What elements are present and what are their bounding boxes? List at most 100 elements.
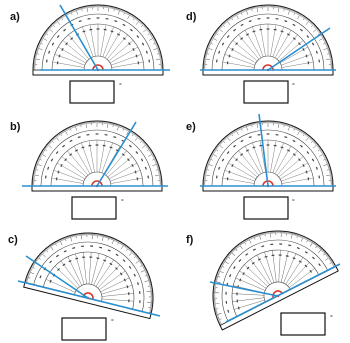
degree-tick (301, 235, 303, 238)
degree-tick (35, 259, 38, 262)
degree-tick (313, 140, 315, 143)
vertex-marker (92, 64, 104, 71)
degree-tick (140, 262, 143, 264)
protractor-arc (253, 171, 283, 187)
scale-number-mark (122, 259, 126, 262)
degree-tick (314, 142, 317, 145)
degree-tick (290, 125, 292, 128)
degree-tick (155, 44, 158, 46)
degree-tick (204, 54, 208, 56)
degree-tick (239, 127, 241, 130)
answer-box[interactable] (243, 80, 289, 104)
degree-tick (230, 132, 234, 137)
degree-tick (252, 6, 254, 10)
degree-tick (60, 238, 62, 242)
scale-number-mark (138, 291, 141, 295)
answer-box[interactable] (61, 317, 107, 341)
degree-tick (313, 242, 316, 245)
degree-tick (46, 29, 49, 32)
degree-tick (37, 256, 41, 260)
scale-number-mark (312, 256, 315, 260)
degree-tick (216, 274, 219, 276)
answer-box[interactable] (243, 196, 289, 220)
degree-tick (76, 233, 78, 237)
degree-tick (150, 305, 153, 307)
degree-tick (320, 34, 323, 36)
degree-tick (158, 51, 161, 53)
degree-tick (43, 148, 48, 152)
scale-number-mark (266, 144, 270, 146)
degree-tick (48, 27, 51, 29)
degree-tick (299, 234, 301, 238)
degree-tick (274, 231, 275, 234)
degree-tick (272, 231, 273, 234)
degree-tick (266, 231, 268, 235)
degree-tick (206, 165, 209, 167)
degree-tick (305, 20, 310, 25)
degree-tick (312, 241, 315, 245)
degree-tick (213, 33, 217, 36)
degree-tick (47, 143, 50, 145)
scale-number-mark (299, 144, 303, 148)
degree-tick (240, 10, 243, 15)
degree-tick (293, 10, 295, 13)
degree-tick (41, 152, 44, 154)
degree-tick (115, 239, 117, 242)
scale-number-mark (110, 30, 114, 33)
degree-tick (277, 231, 279, 234)
degree-tick (323, 155, 326, 157)
degree-tick (218, 27, 221, 29)
scale-number-mark (251, 261, 255, 265)
degree-tick (321, 35, 324, 37)
degree-tick (206, 49, 209, 51)
degree-tick (238, 127, 240, 131)
degree-tick (42, 150, 45, 152)
degree-tick (306, 18, 309, 21)
degree-tick (51, 243, 54, 247)
scale-number-mark (115, 267, 118, 270)
scale-number-mark (235, 158, 238, 162)
answer-box[interactable] (71, 196, 117, 220)
degree-tick (323, 158, 328, 161)
degree-symbol: ° (121, 198, 124, 206)
scale-number-mark (307, 61, 310, 65)
degree-tick (301, 14, 303, 17)
scale-number-mark (128, 144, 132, 148)
scale-number-mark (56, 61, 59, 65)
scale-number-mark (90, 245, 94, 247)
degree-tick (148, 30, 151, 33)
degree-tick (46, 248, 48, 251)
degree-tick (268, 231, 270, 234)
degree-tick (131, 14, 133, 17)
answer-box[interactable] (69, 80, 115, 104)
scale-number-mark (252, 248, 256, 251)
degree-tick (323, 163, 330, 167)
degree-tick (142, 140, 144, 143)
scale-number-mark (226, 177, 229, 181)
scale-number-mark (63, 250, 67, 253)
scale-number-mark (48, 50, 51, 54)
degree-tick (300, 14, 302, 17)
degree-tick (54, 242, 57, 246)
degree-tick (147, 153, 154, 157)
scale-number-mark (228, 170, 231, 174)
scale-number-mark (302, 47, 305, 52)
degree-tick (153, 47, 160, 51)
degree-tick (215, 277, 218, 279)
scale-number-mark (275, 133, 279, 136)
degree-tick (81, 122, 83, 126)
scale-number-mark (299, 28, 303, 32)
degree-tick (89, 233, 91, 236)
degree-tick (74, 9, 76, 12)
degree-tick (48, 245, 51, 248)
scale-number-mark (47, 166, 50, 170)
degree-tick (296, 11, 298, 15)
degree-tick (282, 231, 283, 234)
degree-tick (227, 254, 230, 257)
degree-tick (313, 24, 315, 27)
scale-number-mark (58, 54, 61, 58)
protractor (31, 120, 163, 192)
degree-tick (215, 313, 222, 316)
degree-tick (245, 239, 247, 242)
answer-box[interactable] (280, 312, 326, 336)
